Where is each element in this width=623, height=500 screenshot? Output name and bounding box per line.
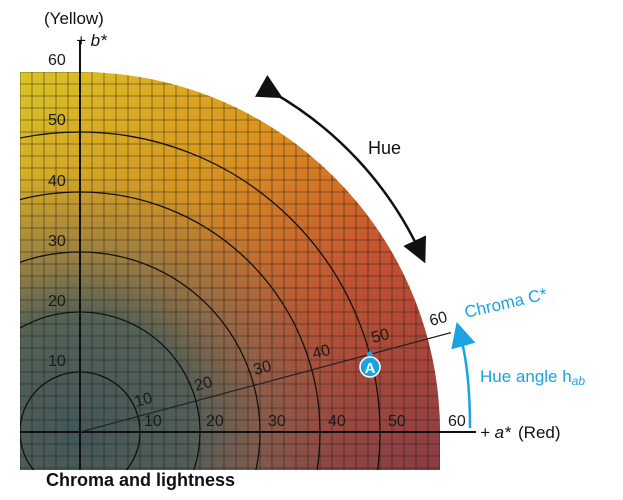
a-axis-red-label: (Red): [518, 423, 561, 442]
chroma-ticks: 10 20 30 40 50 60: [133, 309, 450, 411]
hue-label: Hue: [368, 138, 401, 158]
point-a-label: A: [365, 360, 376, 377]
color-field: [20, 72, 440, 470]
hue-angle-arrow: [451, 321, 476, 429]
a-tick: 30: [268, 413, 286, 430]
chroma-tick: 20: [193, 374, 215, 395]
a-tick: 20: [206, 413, 224, 430]
a-axis-ticks: 10 20 30 40 50 60: [144, 413, 466, 430]
b-tick: 30: [48, 233, 66, 250]
chroma-radial-line: [79, 332, 452, 433]
b-axis-ticks: 60 50 40 30 20 10: [48, 52, 66, 370]
hue-arc-arrow: [254, 74, 426, 264]
b-axis-yellow-label: (Yellow): [44, 9, 104, 28]
chroma-label: Chroma C*: [463, 284, 550, 322]
b-tick: 40: [48, 173, 66, 190]
diagram-caption: Chroma and lightness: [46, 470, 236, 490]
b-tick: 50: [48, 112, 66, 129]
b-tick: 20: [48, 293, 66, 310]
hue-angle-label: Hue angle hab: [480, 367, 585, 388]
b-axis-name: + b*: [76, 31, 108, 50]
chroma-tick: 60: [428, 309, 450, 330]
chroma-tick: 10: [133, 390, 155, 411]
b-tick: 60: [48, 52, 66, 69]
chroma-tick: 30: [252, 358, 274, 379]
point-a: A: [359, 351, 381, 378]
a-tick: 50: [388, 413, 406, 430]
b-tick: 10: [48, 353, 66, 370]
a-tick: 40: [328, 413, 346, 430]
a-axis-name: + a*: [480, 423, 512, 442]
a-tick: 60: [448, 413, 466, 430]
chroma-tick: 50: [370, 326, 392, 347]
chroma-tick: 40: [311, 342, 333, 363]
a-tick: 10: [144, 413, 162, 430]
